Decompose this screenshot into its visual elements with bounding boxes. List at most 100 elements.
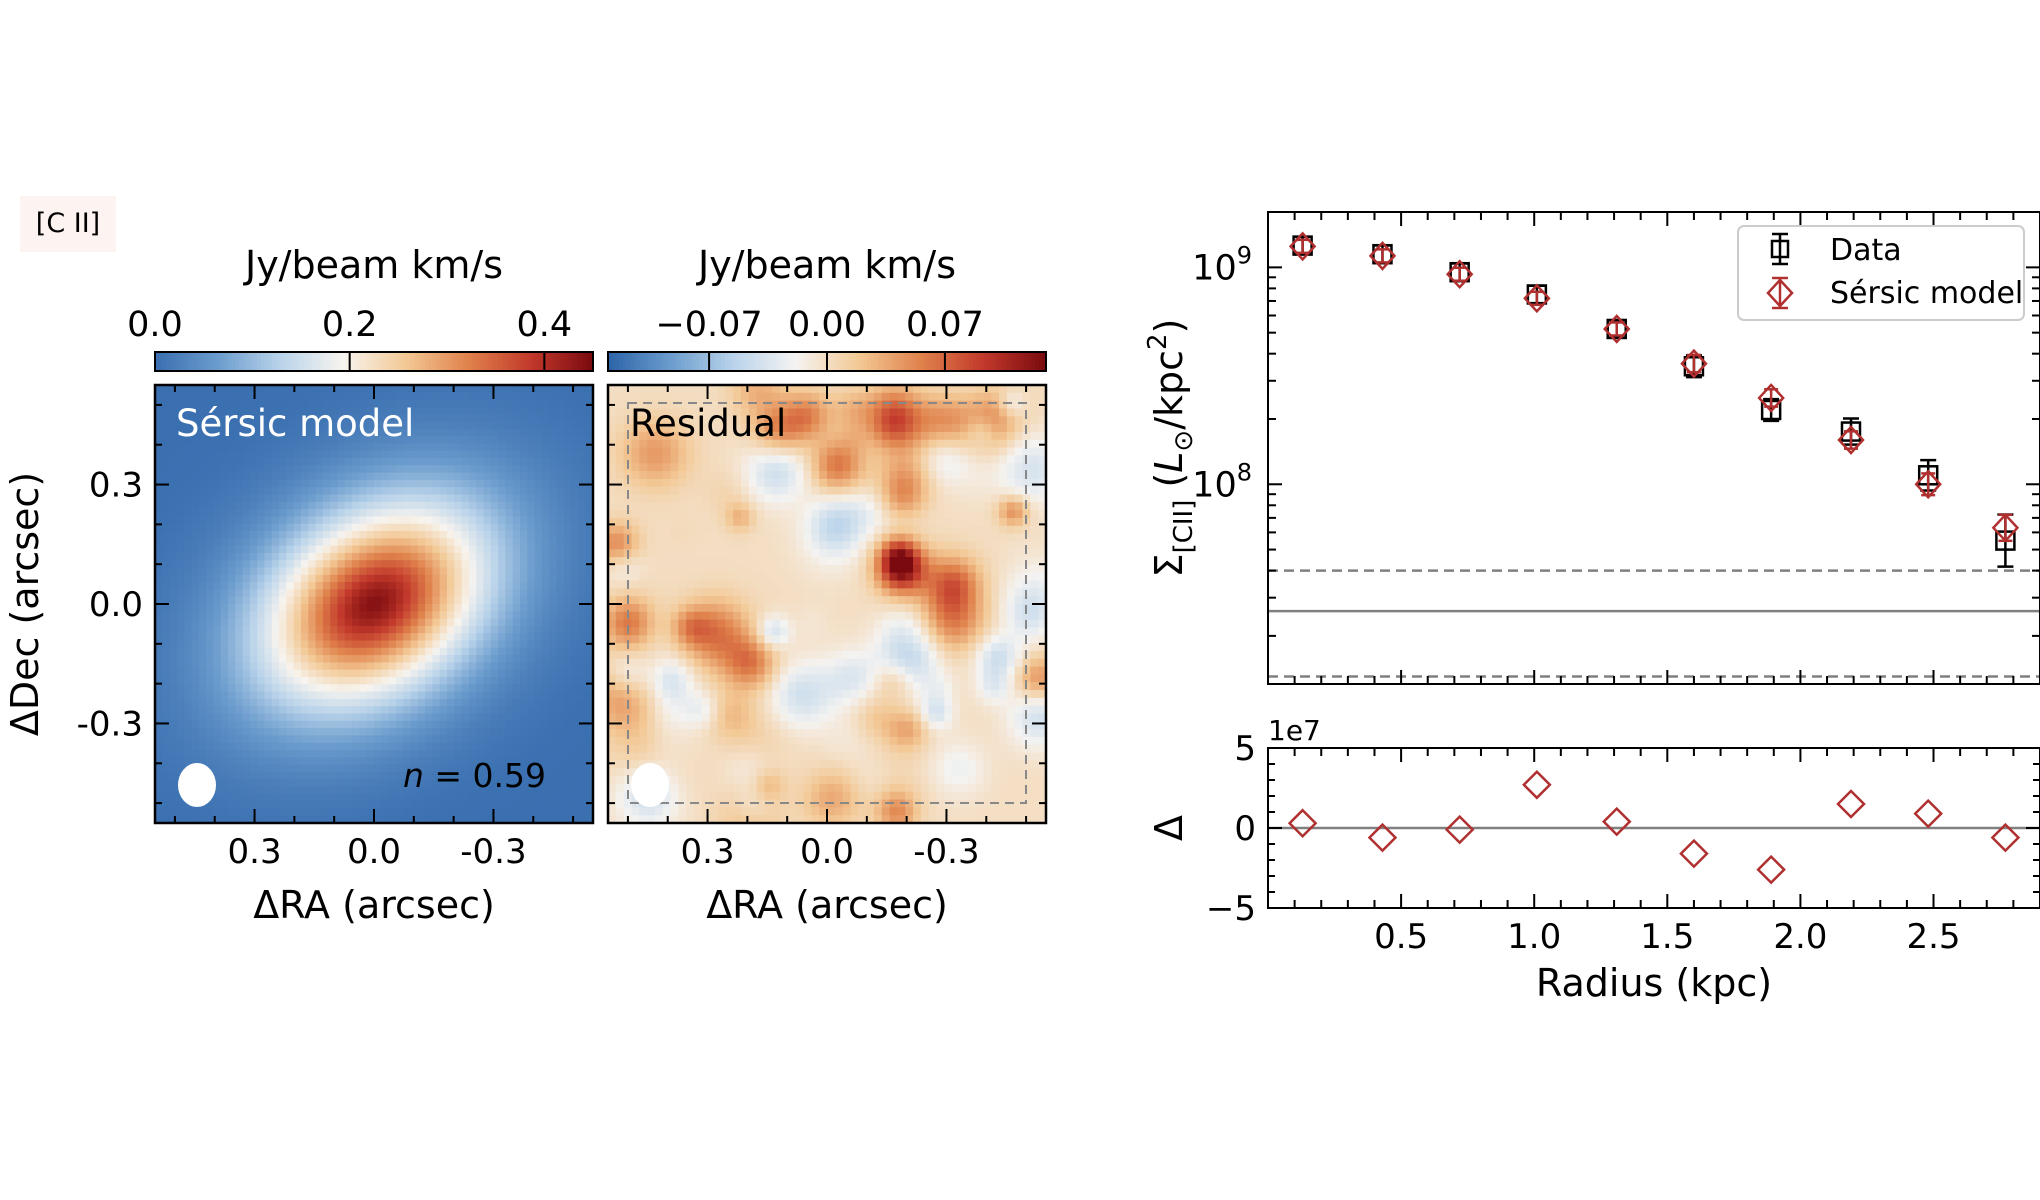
colorbar-segment [834,352,839,371]
model-pixel [476,771,485,780]
model-pixel [417,815,426,823]
residual-pixel [694,385,703,394]
model-pixel [366,552,375,561]
model-pixel [476,472,485,481]
model-pixel [249,604,258,612]
model-pixel [279,421,287,430]
residual-pixel [936,494,945,503]
model-pixel [257,501,266,510]
residual-pixel [725,408,734,417]
residual-pixel [631,463,640,472]
model-pixel [162,538,171,547]
residual-pixel [725,463,734,472]
model-pixel [388,472,397,481]
model-pixel [505,786,514,795]
model-pixel [512,757,521,766]
model-pixel [425,611,433,620]
model-pixel [366,801,375,809]
model-pixel [447,728,455,736]
model-pixel [585,589,593,598]
model-pixel [271,655,280,663]
model-pixel [228,428,236,437]
model-pixel [271,443,280,452]
model-pixel [490,677,499,685]
model-pixel [490,691,499,700]
residual-pixel [975,431,985,441]
colorbar-segment [421,352,426,371]
residual-pixel [662,478,672,488]
model-pixel [264,479,273,488]
model-pixel [425,516,433,525]
model-pixel [301,611,309,620]
residual-map [608,385,1046,823]
residual-pixel [834,392,844,402]
model-pixel [571,523,579,532]
model-pixel [534,428,543,437]
residual-pixel [944,494,953,503]
model-pixel [213,406,222,415]
model-pixel [461,574,470,583]
model-pixel [330,399,339,408]
model-pixel [439,662,448,671]
residual-pixel [881,502,891,511]
residual-pixel [952,385,961,394]
model-pixel [461,647,470,656]
residual-pixel [920,408,930,417]
model-pixel [417,487,426,496]
model-pixel [425,684,433,693]
model-pixel [242,567,251,576]
colorbar-segment [903,352,909,371]
model-pixel [381,545,390,554]
residual-pixel [756,431,766,441]
model-pixel [541,589,550,598]
residual-pixel [615,385,625,394]
model-pixel [417,516,426,525]
model-pixel [512,574,521,583]
colorbar-segment [191,352,196,371]
model-pixel [220,618,229,627]
model-pixel [578,494,587,503]
residual-pixel [639,471,648,480]
residual-pixel [873,408,883,417]
residual-pixel [686,463,695,472]
model-pixel [534,399,543,408]
model-pixel [468,465,477,474]
residual-pixel [1030,392,1039,402]
residual-pixel [686,510,695,519]
model-pixel [176,757,185,766]
model-pixel [155,655,163,663]
model-pixel [206,647,214,656]
model-pixel [454,523,463,532]
residual-pixel [834,455,844,464]
residual-pixel [928,408,938,417]
residual-pixel [701,486,711,496]
residual-pixel [873,510,883,519]
model-pixel [308,545,317,554]
model-pixel [301,443,309,452]
model-pixel [235,706,244,715]
residual-pixel [772,525,781,535]
model-pixel [483,611,492,620]
residual-pixel [694,416,703,425]
residual-pixel [881,439,891,449]
residual-pixel [701,510,711,519]
residual-pixel [834,385,844,394]
model-pixel [512,494,521,503]
model-pixel [520,669,528,678]
model-pixel [191,742,200,751]
residual-pixel [866,392,875,402]
residual-pixel [983,416,992,425]
model-pixel [301,406,309,415]
colorbar-segment [969,352,974,371]
model-pixel [425,414,433,423]
model-pixel [184,516,193,525]
model-pixel [432,793,441,802]
model-pixel [162,428,171,437]
model-pixel [556,801,565,809]
model-pixel [388,808,397,817]
model-pixel [374,436,382,444]
model-pixel [359,750,368,758]
model-pixel [293,742,302,751]
model-pixel [476,684,485,693]
model-pixel [169,808,178,817]
